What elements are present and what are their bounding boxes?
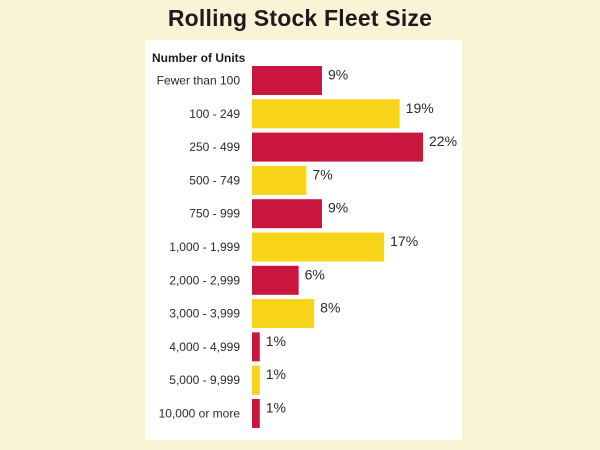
bar: [252, 265, 299, 295]
bar: [252, 99, 400, 129]
value-label: 7%: [312, 166, 332, 182]
category-label: 2,000 - 2,999: [169, 273, 240, 287]
category-label: Fewer than 100: [157, 74, 241, 88]
y-axis-title: Number of Units: [152, 51, 246, 65]
bar: [252, 132, 423, 162]
bar: [252, 299, 315, 329]
category-label: 250 - 499: [189, 140, 240, 154]
bar: [252, 232, 385, 262]
value-label: 1%: [266, 400, 286, 416]
category-label: 5,000 - 9,999: [169, 373, 240, 387]
category-label: 10,000 or more: [159, 407, 241, 421]
category-label: 500 - 749: [189, 173, 240, 187]
bar: [252, 199, 322, 229]
category-label: 4,000 - 4,999: [169, 340, 240, 354]
bar: [252, 332, 260, 362]
value-label: 17%: [390, 233, 418, 249]
bar: [252, 399, 260, 428]
bar: [252, 66, 322, 95]
category-label: 3,000 - 3,999: [169, 307, 240, 321]
value-label: 19%: [406, 100, 434, 116]
category-label: 750 - 999: [189, 207, 240, 221]
value-label: 9%: [328, 67, 348, 83]
value-label: 9%: [328, 200, 348, 216]
chart-title: Rolling Stock Fleet Size: [167, 5, 433, 31]
value-label: 22%: [429, 133, 457, 149]
category-label: 1,000 - 1,999: [169, 240, 240, 254]
value-label: 1%: [266, 333, 286, 349]
bar: [252, 365, 260, 395]
value-label: 6%: [305, 266, 325, 282]
category-label: 100 - 249: [189, 107, 240, 121]
bar: [252, 165, 307, 195]
value-label: 8%: [320, 300, 340, 316]
value-label: 1%: [266, 366, 286, 382]
